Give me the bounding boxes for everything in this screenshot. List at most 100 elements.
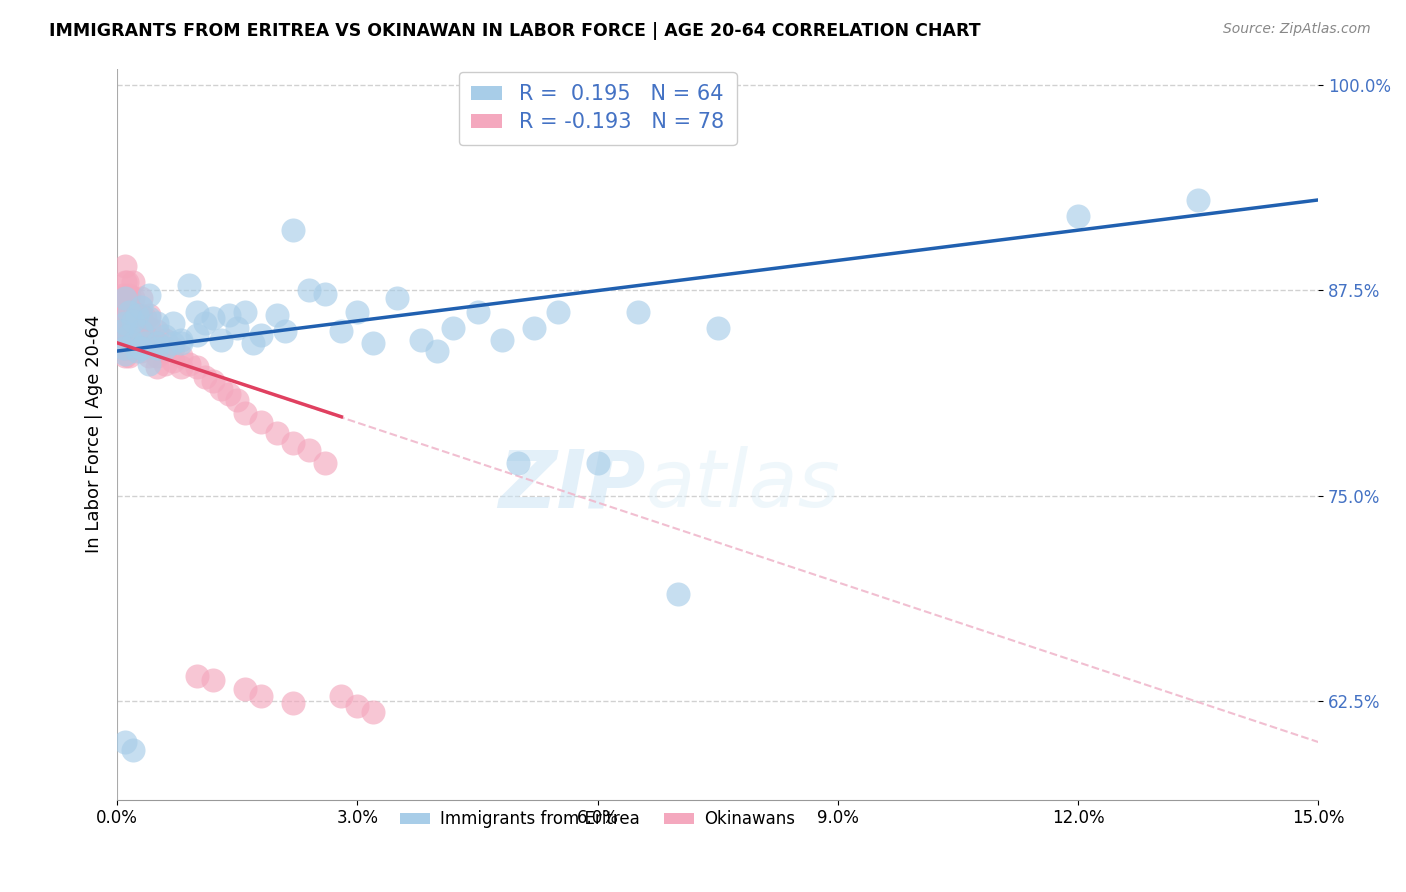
Text: ZIP: ZIP bbox=[498, 446, 645, 524]
Point bbox=[118, 349, 141, 363]
Point bbox=[233, 407, 256, 421]
Point bbox=[122, 327, 145, 342]
Point bbox=[129, 333, 152, 347]
Point bbox=[127, 344, 149, 359]
Y-axis label: In Labor Force | Age 20-64: In Labor Force | Age 20-64 bbox=[86, 315, 103, 553]
Point bbox=[155, 333, 177, 347]
Point bbox=[110, 316, 132, 330]
Point bbox=[122, 316, 145, 330]
Point bbox=[112, 311, 135, 326]
Point bbox=[115, 292, 138, 306]
Point bbox=[346, 698, 368, 713]
Point bbox=[138, 308, 160, 322]
Point bbox=[314, 456, 336, 470]
Point bbox=[118, 288, 141, 302]
Point bbox=[443, 321, 465, 335]
Point bbox=[155, 329, 177, 343]
Point bbox=[186, 327, 208, 342]
Point bbox=[138, 357, 160, 371]
Point bbox=[114, 735, 136, 749]
Point bbox=[146, 341, 169, 355]
Point bbox=[118, 327, 141, 342]
Point bbox=[522, 321, 544, 335]
Point bbox=[467, 304, 489, 318]
Point bbox=[363, 335, 385, 350]
Point bbox=[134, 327, 156, 342]
Point bbox=[387, 292, 409, 306]
Point bbox=[117, 304, 139, 318]
Point bbox=[146, 335, 169, 350]
Point bbox=[627, 304, 650, 318]
Point bbox=[162, 354, 184, 368]
Point bbox=[112, 341, 135, 355]
Point bbox=[233, 682, 256, 697]
Point bbox=[118, 304, 141, 318]
Point bbox=[283, 222, 305, 236]
Point bbox=[129, 300, 152, 314]
Point bbox=[122, 275, 145, 289]
Point bbox=[138, 335, 160, 350]
Point bbox=[186, 360, 208, 375]
Point bbox=[122, 341, 145, 355]
Point bbox=[118, 341, 141, 355]
Point bbox=[1067, 210, 1090, 224]
Point bbox=[283, 436, 305, 450]
Point bbox=[115, 275, 138, 289]
Point bbox=[114, 275, 136, 289]
Point bbox=[129, 321, 152, 335]
Point bbox=[411, 333, 433, 347]
Point bbox=[108, 304, 131, 318]
Point bbox=[233, 304, 256, 318]
Point bbox=[250, 689, 273, 703]
Point bbox=[194, 370, 217, 384]
Point bbox=[110, 324, 132, 338]
Point bbox=[162, 335, 184, 350]
Point bbox=[117, 316, 139, 330]
Point bbox=[266, 426, 288, 441]
Point bbox=[226, 393, 249, 408]
Point bbox=[146, 360, 169, 375]
Point bbox=[314, 286, 336, 301]
Point bbox=[218, 308, 240, 322]
Point bbox=[194, 316, 217, 330]
Point bbox=[129, 344, 152, 359]
Point bbox=[118, 304, 141, 318]
Point bbox=[107, 316, 129, 330]
Point bbox=[170, 360, 193, 375]
Point bbox=[202, 311, 225, 326]
Point bbox=[122, 304, 145, 318]
Point bbox=[209, 333, 232, 347]
Point bbox=[138, 288, 160, 302]
Point bbox=[426, 344, 449, 359]
Text: IMMIGRANTS FROM ERITREA VS OKINAWAN IN LABOR FORCE | AGE 20-64 CORRELATION CHART: IMMIGRANTS FROM ERITREA VS OKINAWAN IN L… bbox=[49, 22, 981, 40]
Point bbox=[586, 456, 609, 470]
Point bbox=[283, 696, 305, 710]
Point bbox=[298, 283, 321, 297]
Point bbox=[186, 669, 208, 683]
Point bbox=[218, 386, 240, 401]
Point bbox=[129, 324, 152, 338]
Point bbox=[666, 587, 689, 601]
Point bbox=[134, 311, 156, 326]
Point bbox=[250, 327, 273, 342]
Point bbox=[547, 304, 569, 318]
Point bbox=[179, 278, 201, 293]
Point bbox=[202, 673, 225, 687]
Point bbox=[127, 327, 149, 342]
Point bbox=[146, 324, 169, 338]
Point bbox=[170, 333, 193, 347]
Point bbox=[346, 304, 368, 318]
Point bbox=[330, 324, 353, 338]
Point bbox=[114, 304, 136, 318]
Text: atlas: atlas bbox=[645, 446, 841, 524]
Point bbox=[274, 324, 297, 338]
Point bbox=[155, 341, 177, 355]
Point bbox=[129, 341, 152, 355]
Point bbox=[179, 357, 201, 371]
Point bbox=[129, 292, 152, 306]
Legend: Immigrants from Eritrea, Okinawans: Immigrants from Eritrea, Okinawans bbox=[394, 804, 803, 835]
Point bbox=[506, 456, 529, 470]
Point bbox=[330, 689, 353, 703]
Point bbox=[118, 316, 141, 330]
Point bbox=[298, 442, 321, 457]
